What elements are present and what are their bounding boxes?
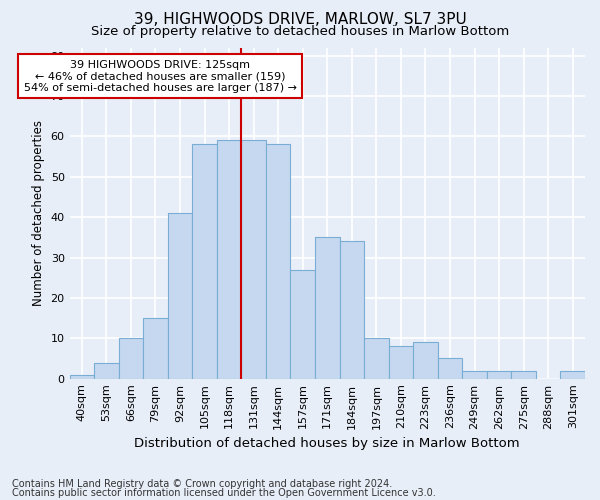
Bar — [487, 370, 511, 378]
Bar — [266, 144, 290, 378]
Bar — [560, 370, 585, 378]
Bar — [143, 318, 168, 378]
Bar — [70, 374, 94, 378]
Bar — [413, 342, 438, 378]
Bar — [94, 362, 119, 378]
Text: 39 HIGHWOODS DRIVE: 125sqm
← 46% of detached houses are smaller (159)
54% of sem: 39 HIGHWOODS DRIVE: 125sqm ← 46% of deta… — [24, 60, 297, 93]
Bar — [168, 213, 192, 378]
Text: 39, HIGHWOODS DRIVE, MARLOW, SL7 3PU: 39, HIGHWOODS DRIVE, MARLOW, SL7 3PU — [134, 12, 466, 28]
Text: Size of property relative to detached houses in Marlow Bottom: Size of property relative to detached ho… — [91, 25, 509, 38]
Bar — [364, 338, 389, 378]
X-axis label: Distribution of detached houses by size in Marlow Bottom: Distribution of detached houses by size … — [134, 437, 520, 450]
Bar — [290, 270, 315, 378]
Bar — [315, 238, 340, 378]
Bar — [217, 140, 241, 378]
Text: Contains public sector information licensed under the Open Government Licence v3: Contains public sector information licen… — [12, 488, 436, 498]
Bar — [462, 370, 487, 378]
Bar — [511, 370, 536, 378]
Text: Contains HM Land Registry data © Crown copyright and database right 2024.: Contains HM Land Registry data © Crown c… — [12, 479, 392, 489]
Bar — [438, 358, 462, 378]
Bar — [192, 144, 217, 378]
Bar — [389, 346, 413, 378]
Y-axis label: Number of detached properties: Number of detached properties — [32, 120, 45, 306]
Bar — [119, 338, 143, 378]
Bar — [340, 242, 364, 378]
Bar — [241, 140, 266, 378]
